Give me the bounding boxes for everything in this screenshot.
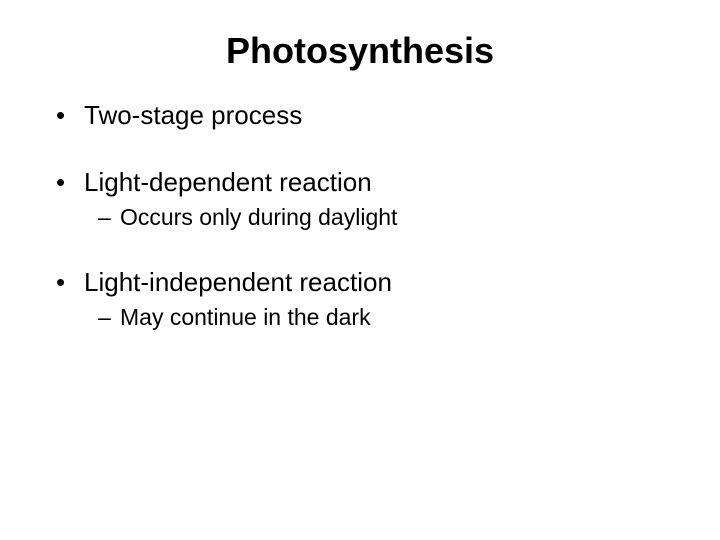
bullet-item: • Two-stage process — [56, 100, 672, 131]
spacer — [56, 137, 672, 167]
sub-text: Occurs only during daylight — [120, 204, 672, 231]
bullet-text: Two-stage process — [84, 100, 672, 131]
dash-marker: – — [98, 304, 120, 331]
sub-item: – May continue in the dark — [56, 304, 672, 331]
bullet-marker: • — [56, 100, 84, 131]
dash-marker: – — [98, 204, 120, 231]
bullet-item: • Light-dependent reaction — [56, 167, 672, 198]
sub-item: – Occurs only during daylight — [56, 204, 672, 231]
slide-content: • Two-stage process • Light-dependent re… — [48, 100, 672, 331]
bullet-marker: • — [56, 267, 84, 298]
bullet-text: Light-dependent reaction — [84, 167, 672, 198]
bullet-marker: • — [56, 167, 84, 198]
slide-title: Photosynthesis — [48, 30, 672, 72]
bullet-text: Light-independent reaction — [84, 267, 672, 298]
sub-text: May continue in the dark — [120, 304, 672, 331]
bullet-item: • Light-independent reaction — [56, 267, 672, 298]
spacer — [56, 237, 672, 267]
